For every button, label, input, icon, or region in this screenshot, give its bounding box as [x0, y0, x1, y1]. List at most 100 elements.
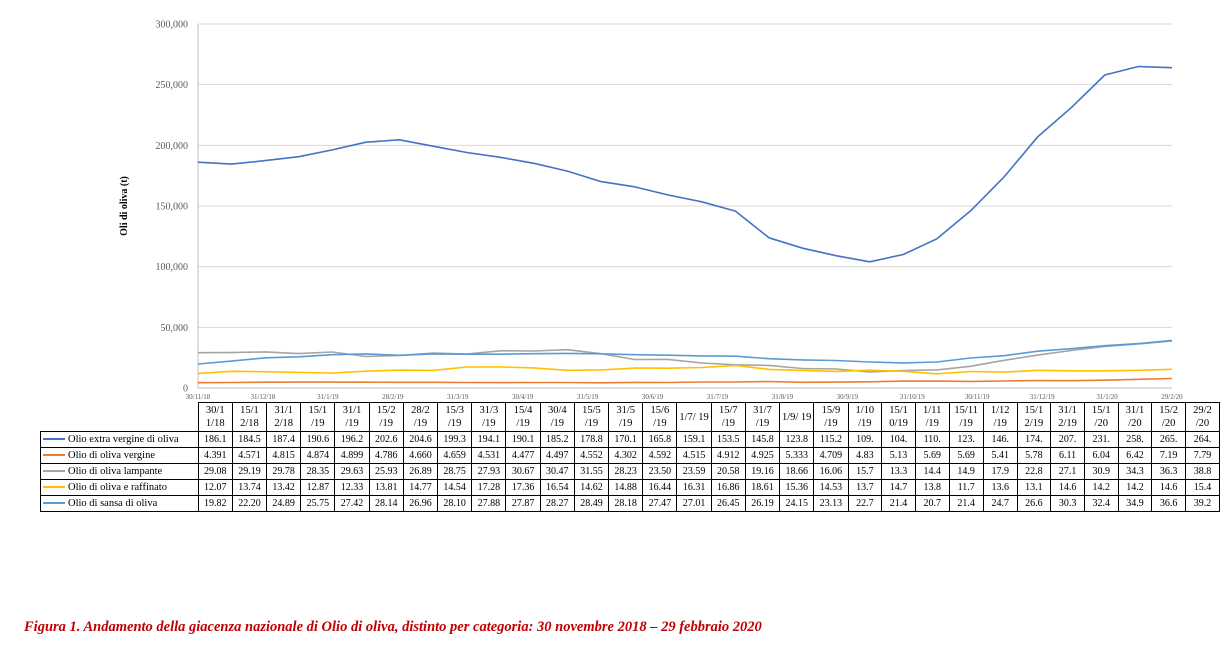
table-cell: 27.1 [1050, 463, 1085, 480]
table-cell: 153.5 [710, 431, 746, 448]
x-tick-label: 31/5/19 [577, 393, 599, 400]
table-cell: 190.6 [300, 431, 336, 448]
table-cell: 13.81 [368, 479, 404, 496]
table-cell: 17.9 [982, 463, 1018, 480]
table-cell: 14.53 [813, 479, 849, 496]
series-name: Olio extra vergine di oliva [68, 433, 179, 445]
table-cell: 110. [914, 431, 950, 448]
table-cell: 4.660 [402, 447, 439, 464]
series-name: Olio di oliva e raffinato [68, 481, 167, 493]
table-cell: 4.531 [471, 447, 507, 464]
table-cell: 170.1 [608, 431, 644, 448]
table-cell: 115.2 [813, 431, 849, 448]
table-cell: 16.86 [710, 479, 746, 496]
y-tick-label: 250,000 [156, 80, 189, 91]
table-cell: 5.78 [1016, 447, 1052, 464]
legend-key [43, 486, 65, 489]
x-tick-label: 31/8/19 [772, 393, 794, 400]
table-cell: 29.19 [231, 463, 268, 480]
table-cell: 29.78 [266, 463, 302, 480]
y-tick-label: 100,000 [156, 262, 189, 273]
table-cell: 202.6 [368, 431, 404, 448]
series-name: Olio di sansa di oliva [68, 497, 158, 509]
table-column-header: 15/9 /19 [813, 402, 849, 432]
table-cell: 21.4 [881, 495, 916, 512]
table-cell: 26.89 [402, 463, 439, 480]
table-cell: 24.7 [982, 495, 1018, 512]
table-cell: 22.20 [231, 495, 268, 512]
table-cell: 12.07 [197, 479, 233, 496]
table-column-header: 15/4 /19 [505, 402, 541, 432]
table-cell: 27.87 [505, 495, 541, 512]
series-line [197, 364, 1173, 375]
table-column-header: 15/1 2/19 [1016, 402, 1052, 432]
table-cell: 25.93 [368, 463, 404, 480]
table-cell: 13.8 [914, 479, 950, 496]
table-column-header: 15/1 /19 [300, 402, 336, 432]
table-cell: 204.6 [402, 431, 439, 448]
table-column-header: 1/12 /19 [982, 402, 1018, 432]
table-cell: 4.659 [437, 447, 473, 464]
legend-entry: Olio extra vergine di oliva [40, 431, 199, 448]
table-column-header: 1/10 /19 [847, 402, 883, 432]
series-line [197, 339, 1173, 365]
series-line [197, 65, 1173, 263]
table-cell: 14.9 [948, 463, 984, 480]
table-cell: 15.4 [1184, 479, 1220, 496]
table-cell: 4.592 [642, 447, 678, 464]
table-cell: 4.497 [539, 447, 575, 464]
table-cell: 5.333 [779, 447, 815, 464]
table-cell: 21.4 [948, 495, 984, 512]
table-cell: 123. [948, 431, 984, 448]
x-tick-label: 28/2/19 [382, 393, 404, 400]
table-cell: 17.28 [471, 479, 507, 496]
table-header-row: 30/1 1/18 15/1 2/18 31/1 2/18 15/1 /19 31/1 … [40, 402, 1220, 432]
table-column-header: 15/6 /19 [642, 402, 678, 432]
table-cell: 145.8 [744, 431, 781, 448]
table-cell: 146. [982, 431, 1018, 448]
table-row: Olio di sansa di oliva 19.82 22.20 24.89 25.… [40, 495, 1220, 512]
table-cell: 109. [847, 431, 883, 448]
table-cell: 4.571 [231, 447, 268, 464]
table-cell: 4.515 [676, 447, 712, 464]
table-cell: 31.55 [573, 463, 610, 480]
table-cell: 13.6 [982, 479, 1018, 496]
table-cell: 26.6 [1016, 495, 1052, 512]
table-row: Olio extra vergine di oliva 186.1 184.5 187… [40, 431, 1220, 448]
table-column-header: 15/2 /20 [1151, 402, 1186, 432]
table-column-header: 15/3 /19 [437, 402, 473, 432]
series-name: Olio di oliva lampante [68, 465, 163, 477]
table-cell: 15.36 [779, 479, 815, 496]
table-cell: 104. [881, 431, 916, 448]
table-cell: 13.1 [1016, 479, 1052, 496]
table-cell: 14.2 [1117, 479, 1153, 496]
table-cell: 38.8 [1184, 463, 1220, 480]
table-cell: 14.62 [573, 479, 610, 496]
table-column-header: 15/11 /19 [948, 402, 984, 432]
legend-key [43, 454, 65, 457]
table-cell: 174. [1016, 431, 1052, 448]
table-cell: 14.77 [402, 479, 439, 496]
table-cell: 18.66 [779, 463, 815, 480]
table-cell: 4.391 [197, 447, 233, 464]
table-column-header: 15/1 0/19 [881, 402, 916, 432]
table-cell: 16.44 [642, 479, 678, 496]
table-cell: 6.04 [1083, 447, 1119, 464]
table-cell: 39.2 [1184, 495, 1220, 512]
table-cell: 32.4 [1083, 495, 1119, 512]
table-cell: 20.58 [710, 463, 746, 480]
x-tick-label: 31/10/19 [900, 393, 925, 400]
figure-caption: Figura 1. Andamento della giacenza nazio… [24, 619, 762, 635]
table-cell: 16.06 [813, 463, 849, 480]
table-cell: 4.925 [744, 447, 781, 464]
table-cell: 16.54 [539, 479, 575, 496]
table-cell: 231. [1083, 431, 1119, 448]
table-column-header: 31/1 2/18 [266, 402, 302, 432]
table-cell: 23.50 [642, 463, 678, 480]
series-line [197, 340, 1173, 373]
table-cell: 12.87 [300, 479, 336, 496]
table-body: Olio extra vergine di oliva 186.1 184.5 187… [40, 431, 1220, 512]
table-cell: 23.59 [676, 463, 712, 480]
table-column-header: 15/2 /19 [368, 402, 404, 432]
y-tick-label: 50,000 [161, 323, 189, 334]
